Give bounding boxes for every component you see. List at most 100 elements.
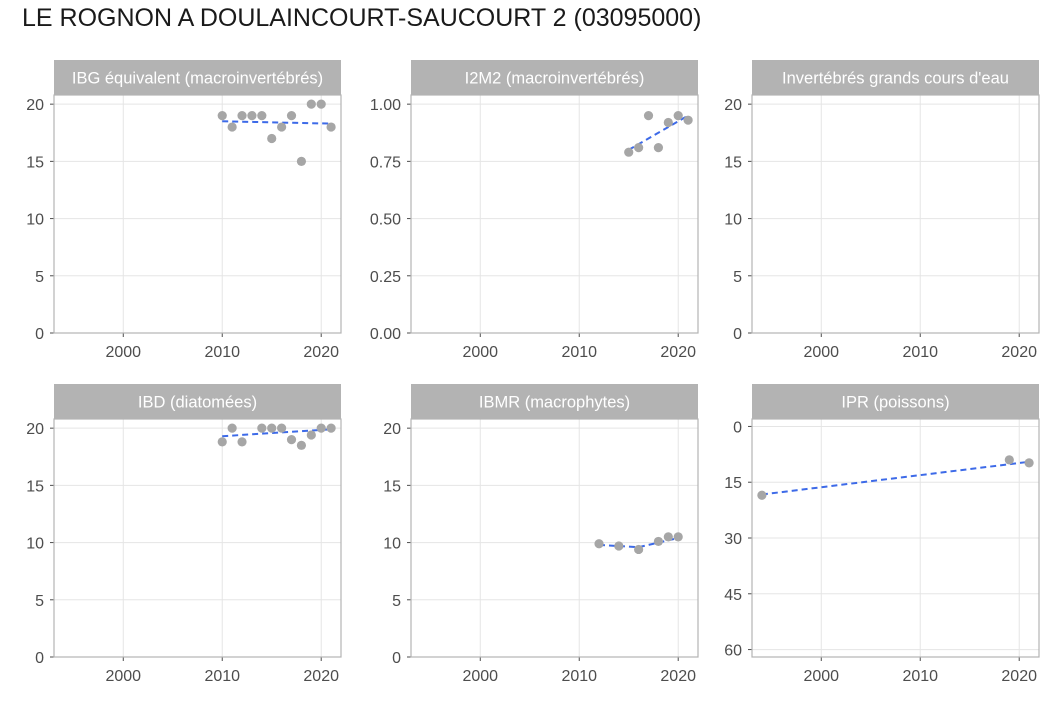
data-point xyxy=(306,430,316,440)
y-tick-label: 5 xyxy=(392,593,401,610)
data-point xyxy=(624,147,634,157)
trend-line xyxy=(598,537,679,549)
data-point xyxy=(1024,458,1034,468)
data-point xyxy=(326,423,336,433)
data-point xyxy=(663,532,673,542)
data-point xyxy=(227,122,237,132)
y-tick-label: 10 xyxy=(383,536,401,553)
data-point xyxy=(614,541,624,551)
x-tick-label: 2010 xyxy=(561,668,597,685)
y-tick-label: 5 xyxy=(35,269,44,286)
y-tick-label: 20 xyxy=(26,97,44,114)
panel-border xyxy=(53,94,342,334)
x-tick-label: 2020 xyxy=(660,668,696,685)
facet-panel: I2M2 (macroinvertébrés) 0.00 0.25 0.50 0.75 1… xyxy=(370,60,699,361)
data-point xyxy=(296,440,307,450)
facet-title: IBG équivalent (macroinvertébrés) xyxy=(72,70,323,88)
data-point xyxy=(257,110,267,121)
y-tick-label: 45 xyxy=(724,587,742,604)
plot-area xyxy=(752,95,1039,333)
x-tick-label: 2010 xyxy=(902,668,938,685)
y-tick-label: 5 xyxy=(35,593,44,610)
y-tick-label: 10 xyxy=(26,212,44,229)
x-tick-label: 2000 xyxy=(105,668,141,685)
facet-title: IPR (poissons) xyxy=(841,394,949,412)
y-tick-label: 15 xyxy=(26,154,44,171)
panel-border xyxy=(410,94,699,334)
y-tick-label: 30 xyxy=(724,531,742,548)
panel-border xyxy=(410,418,699,658)
data-point xyxy=(643,110,654,121)
facet-panel: IBG équivalent (macroinvertébrés) 0 5 10 15 2… xyxy=(26,60,342,361)
data-point xyxy=(634,544,644,555)
data-point xyxy=(316,423,326,433)
data-point xyxy=(296,156,307,166)
data-point xyxy=(237,110,247,121)
y-tick-label: 60 xyxy=(724,643,742,660)
x-tick-label: 2000 xyxy=(803,668,839,685)
data-point xyxy=(277,122,287,132)
facet-panel: IPR (poissons) 0 15 30 45 60 2000 2010 2020 xyxy=(724,384,1040,685)
trend-line xyxy=(761,460,1030,496)
x-tick-label: 2020 xyxy=(660,344,696,361)
data-point xyxy=(653,143,664,153)
y-tick-label: 0 xyxy=(733,326,742,343)
y-tick-label: 0 xyxy=(392,650,401,667)
x-tick-label: 2000 xyxy=(462,668,498,685)
y-tick-label: 0 xyxy=(35,650,44,667)
data-point xyxy=(316,99,326,109)
trend-line xyxy=(222,120,332,125)
facet-strip xyxy=(54,384,341,419)
data-point xyxy=(217,110,227,121)
facet-strip xyxy=(752,384,1039,419)
facet-title: IBD (diatomées) xyxy=(138,394,257,412)
y-tick-label: 0 xyxy=(35,326,44,343)
y-tick-label: 0.00 xyxy=(370,326,401,343)
data-point xyxy=(267,133,277,144)
data-point xyxy=(286,434,297,445)
facet-panel: Invertébrés grands cours d'eau0510152020… xyxy=(724,60,1040,361)
data-point xyxy=(757,490,767,500)
plot-area xyxy=(54,419,341,657)
data-point xyxy=(634,143,644,153)
data-point xyxy=(653,536,664,547)
y-tick-label: 20 xyxy=(724,97,742,114)
data-point xyxy=(277,423,287,433)
y-tick-label: 20 xyxy=(383,421,401,438)
data-point xyxy=(326,122,336,132)
y-tick-label: 15 xyxy=(724,154,742,171)
data-point xyxy=(227,423,237,433)
y-tick-label: 0.75 xyxy=(370,154,401,171)
data-point xyxy=(1004,455,1014,465)
y-tick-label: 5 xyxy=(733,269,742,286)
x-tick-label: 2020 xyxy=(303,668,339,685)
x-tick-label: 2000 xyxy=(803,344,839,361)
x-tick-label: 2020 xyxy=(303,344,339,361)
x-tick-label: 2010 xyxy=(561,344,597,361)
y-tick-label: 1.00 xyxy=(370,97,401,114)
data-point xyxy=(306,99,316,109)
data-point xyxy=(594,539,604,549)
facet-title: I2M2 (macroinvertébrés) xyxy=(465,70,645,88)
facet-strip xyxy=(411,60,698,95)
y-tick-label: 0.25 xyxy=(370,269,401,286)
data-point xyxy=(237,437,247,447)
facet-strip xyxy=(752,60,1039,95)
facet-panel: IBD (diatomées) 0 5 10 15 20 2000 2010 2020 xyxy=(26,384,342,685)
y-tick-label: 15 xyxy=(26,478,44,495)
x-tick-label: 2000 xyxy=(462,344,498,361)
facet-title: IBMR (macrophytes) xyxy=(479,394,630,412)
trend-line xyxy=(222,428,332,438)
facet-title: Invertébrés grands cours d'eau xyxy=(782,70,1009,88)
facet-strip xyxy=(54,60,341,95)
data-point xyxy=(286,110,297,121)
x-tick-label: 2010 xyxy=(204,668,240,685)
y-tick-label: 15 xyxy=(383,478,401,495)
page-title: LE ROGNON A DOULAINCOURT-SAUCOURT 2 (030… xyxy=(22,4,702,32)
data-point xyxy=(257,423,267,433)
panel-border xyxy=(53,418,342,658)
data-point xyxy=(673,532,683,542)
panel-border xyxy=(751,94,1040,334)
data-point xyxy=(217,437,227,447)
